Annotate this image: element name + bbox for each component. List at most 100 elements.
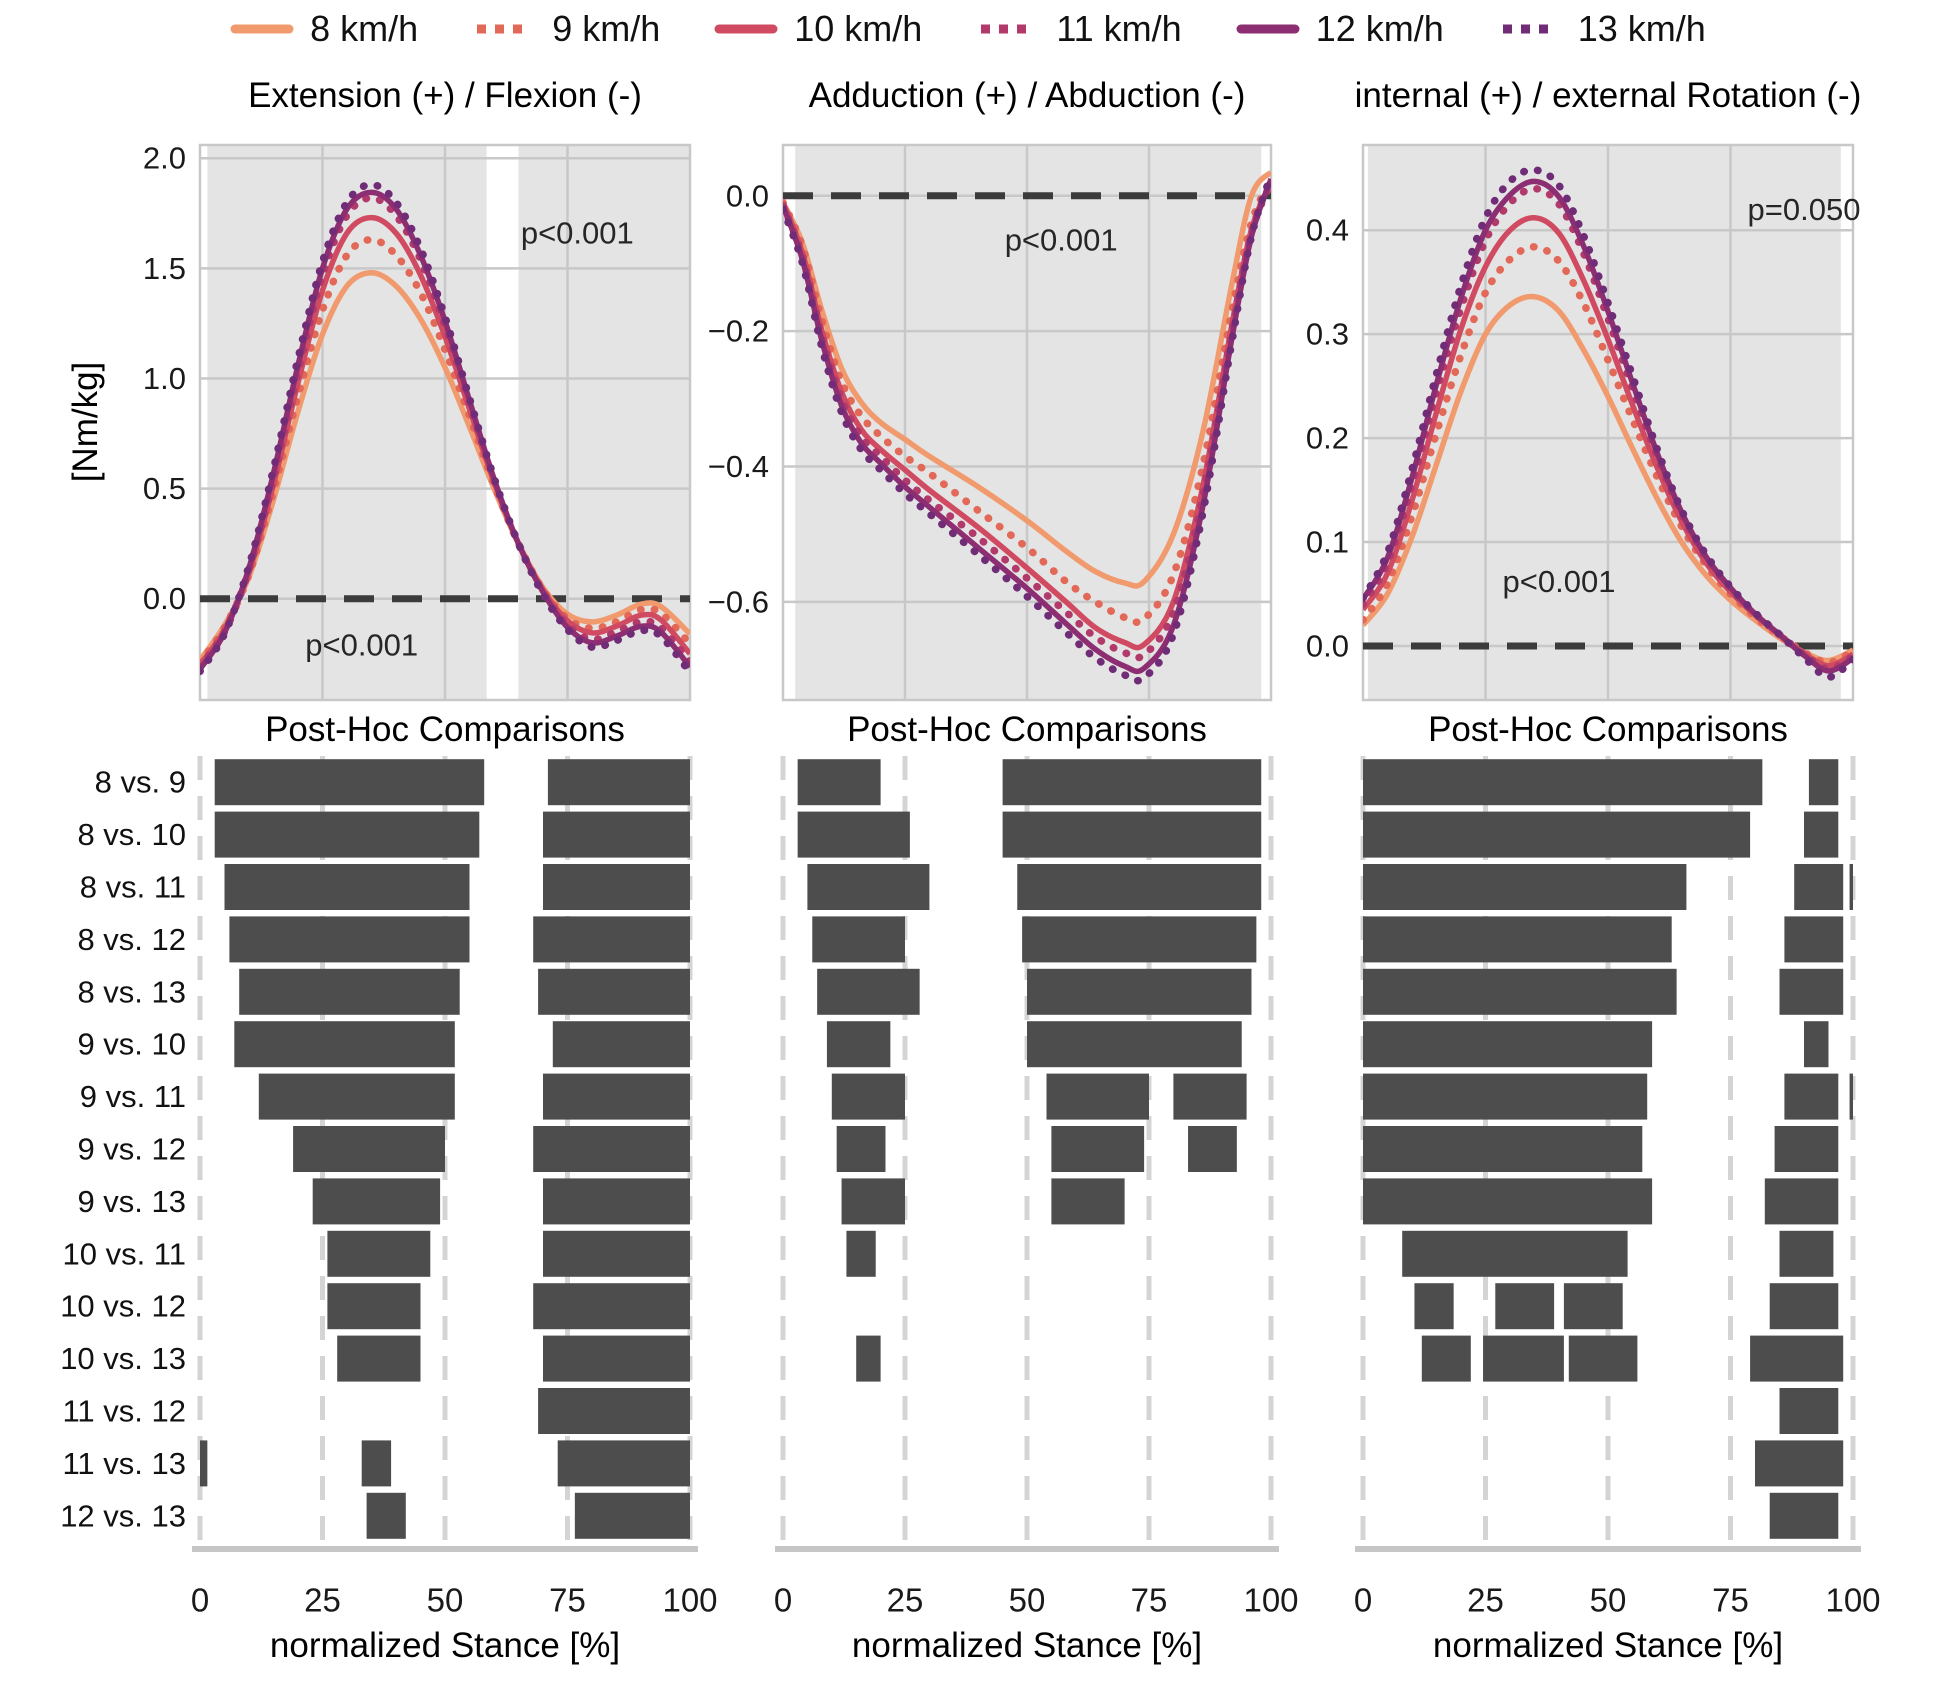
y-tick-label: 0.5 [143,471,186,506]
row-label: 10 vs. 11 [62,1236,186,1271]
row-label: 12 vs. 13 [60,1498,186,1533]
significance-bar [1002,759,1262,806]
significance-bar [1363,759,1763,806]
y-tick-label: 0.2 [1306,421,1349,456]
significance-bar [533,916,690,963]
significance-bar [1849,864,1853,910]
x-tick-label: 50 [1009,1582,1046,1619]
row-label: 8 vs. 11 [80,870,186,905]
x-tick-label: 100 [1825,1582,1880,1619]
significance-bar [1022,916,1257,963]
significance-bar [1784,916,1844,963]
significance-bar [543,864,690,910]
significance-bar [831,1073,905,1120]
row-label: 11 vs. 13 [62,1446,186,1481]
significance-bar [214,811,480,858]
legend-item-12-km-h: 12 km/h [1236,8,1444,50]
significance-bar [1779,1388,1839,1434]
significance-bar [327,1283,421,1330]
p-value-annotation: p<0.001 [1005,222,1118,257]
significance-bar [1363,1021,1653,1068]
legend-label: 13 km/h [1577,8,1706,49]
chart-title-adduction-abduction: Adduction (+) / Abduction (-) [808,76,1246,115]
series-line-9-km-h [783,175,1271,626]
y-tick-label: 0.4 [1306,213,1349,248]
y-tick-label: 0.0 [1306,628,1349,663]
significance-bar [574,1492,690,1539]
significance-bar [797,759,881,806]
significance-bar [1794,864,1844,910]
legend-label: 8 km/h [310,8,419,49]
significance-bar [1779,968,1844,1015]
x-axis-label-right: normalized Stance [%] [1432,1626,1784,1665]
chart-title-rotation: internal (+) / external Rotation (-) [1354,76,1862,115]
significance-bar [543,1073,690,1120]
row-label: 8 vs. 10 [77,817,186,852]
significance-bar [1563,1283,1623,1330]
series-line-8-km-h [200,269,690,662]
legend-dotted-line-swatch [477,24,532,34]
significance-bar [1769,1492,1839,1539]
significance-bar [1764,1178,1839,1225]
x-tick-label: 75 [1131,1582,1168,1619]
posthoc-chart-posthoc-extension-flexion: 8 vs. 9 8 vs. 10 8 vs. 11 8 vs. 12 8 vs. 13 9… [60,756,718,1619]
significance-bar [1568,1335,1638,1382]
x-tick-label: 50 [1590,1582,1627,1619]
x-tick-label: 0 [1354,1582,1372,1619]
p-value-annotation: p<0.001 [1503,564,1616,599]
significance-bar [797,811,910,858]
significance-bar [200,1440,208,1487]
y-tick-label: −0.6 [708,584,769,619]
row-label: 9 vs. 11 [80,1079,186,1114]
x-tick-label: 25 [304,1582,341,1619]
row-label: 10 vs. 12 [60,1289,186,1324]
x-tick-label: 100 [1243,1582,1298,1619]
series-line-9-km-h [200,235,690,667]
significance-bar [1363,1073,1648,1120]
legend-solid-line-swatch [714,24,778,34]
legend-item-11-km-h: 11 km/h [976,8,1182,50]
posthoc-title-adduction-abduction: Post-Hoc Comparisons [847,710,1207,749]
x-axis-line [1355,1546,1861,1552]
significance-bar [826,1021,891,1068]
significance-bar [1051,1126,1145,1172]
row-label: 10 vs. 13 [60,1341,186,1376]
y-tick-label: −0.4 [708,449,769,484]
legend-item-10-km-h: 10 km/h [714,8,922,50]
significance-bar [817,968,920,1015]
y-tick-label: 1.5 [143,251,186,286]
significance-bar [1046,1073,1149,1120]
significance-bar [234,1021,455,1068]
significance-bar [1363,968,1677,1015]
significance-bar [224,864,470,910]
significance-bar [836,1126,886,1172]
x-tick-label: 75 [1712,1582,1749,1619]
chart-title-extension-flexion: Extension (+) / Flexion (-) [248,76,642,115]
series-line-13-km-h [1363,166,1853,681]
y-tick-label: 0.0 [143,581,186,616]
legend-label: 9 km/h [552,8,661,49]
significance-bar [1804,811,1839,858]
x-tick-label: 50 [427,1582,464,1619]
significance-bar [1421,1335,1471,1382]
significance-bar [1402,1230,1628,1277]
significance-bar [258,1073,455,1120]
x-tick-label: 25 [887,1582,924,1619]
significance-bar [327,1230,431,1277]
x-axis-label-middle: normalized Stance [%] [851,1626,1203,1665]
y-tick-label: 0.1 [1306,525,1349,560]
significance-bar [807,864,930,910]
series-line-8-km-h [783,170,1271,589]
significance-bar [533,1126,690,1172]
significance-bar [1414,1283,1454,1330]
row-label: 8 vs. 13 [77,974,186,1009]
posthoc-title-rotation: Post-Hoc Comparisons [1428,710,1788,749]
significance-bar [543,1335,690,1382]
row-label: 9 vs. 12 [77,1132,186,1167]
significance-bar [543,811,690,858]
row-label: 9 vs. 13 [77,1184,186,1219]
legend-label: 10 km/h [794,8,923,49]
significance-bar [366,1492,406,1539]
